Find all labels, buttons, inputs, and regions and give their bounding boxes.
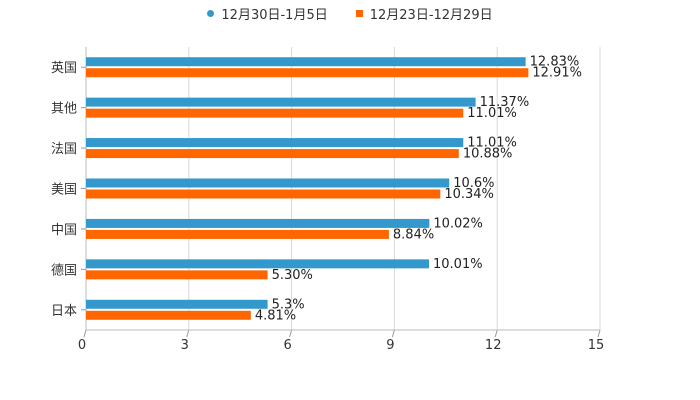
data-label-series1-1: 11.37% bbox=[480, 95, 530, 110]
data-label-series1-2: 11.01% bbox=[467, 136, 517, 151]
x-tick-label-3: 3 bbox=[181, 338, 189, 353]
bar-series1-1 bbox=[86, 97, 476, 107]
y-tick-label-5: 德国 bbox=[51, 263, 77, 278]
bar-series1-3 bbox=[86, 178, 450, 188]
legend-label-series-1: 12月30日-1月5日 bbox=[221, 7, 328, 23]
data-label-series2-1: 11.01% bbox=[467, 106, 517, 121]
data-label-series2-2: 10.88% bbox=[463, 147, 513, 162]
y-tick-label-4: 中国 bbox=[51, 223, 77, 238]
bar-series1-0 bbox=[86, 57, 526, 67]
bar-series2-1 bbox=[86, 108, 464, 118]
bar-series1-5 bbox=[86, 259, 430, 269]
x-tick-label-6: 6 bbox=[283, 338, 291, 353]
x-tick-mark-15 bbox=[597, 329, 601, 338]
data-label-series1-4: 10.02% bbox=[433, 216, 483, 231]
legend-item-series-1[interactable]: 12月30日-1月5日 bbox=[207, 4, 328, 23]
x-tick-mark-9 bbox=[391, 329, 395, 338]
bar-series2-6 bbox=[86, 310, 251, 320]
chart-legend: 12月30日-1月5日 12月23日-12月29日 bbox=[0, 4, 700, 23]
bar-series1-4 bbox=[86, 218, 430, 228]
data-label-series1-6: 5.3% bbox=[272, 297, 305, 312]
y-tick-label-0: 英国 bbox=[51, 61, 77, 76]
data-label-series1-3: 10.6% bbox=[453, 176, 494, 191]
y-tick-label-1: 其他 bbox=[51, 102, 77, 117]
bar-series2-5 bbox=[86, 270, 268, 280]
legend-item-series-2[interactable]: 12月23日-12月29日 bbox=[355, 4, 493, 23]
bar-series2-3 bbox=[86, 189, 441, 199]
bar-series2-4 bbox=[86, 229, 389, 239]
x-tick-mark-0 bbox=[83, 329, 87, 338]
x-tick-mark-6 bbox=[289, 329, 293, 338]
data-label-series1-0: 12.83% bbox=[530, 55, 580, 70]
legend-marker-series-2 bbox=[355, 9, 363, 17]
x-tick-label-12: 12 bbox=[485, 338, 502, 353]
x-tick-label-0: 0 bbox=[78, 338, 86, 353]
legend-marker-series-1 bbox=[207, 9, 215, 17]
x-tick-mark-3 bbox=[186, 329, 190, 338]
x-tick-label-9: 9 bbox=[386, 338, 394, 353]
data-label-series2-0: 12.91% bbox=[532, 66, 582, 81]
legend-label-series-2: 12月23日-12月29日 bbox=[369, 7, 493, 23]
bar-series2-0 bbox=[86, 68, 529, 78]
data-label-series2-3: 10.34% bbox=[444, 187, 494, 202]
x-tick-mark-12 bbox=[494, 329, 498, 338]
y-tick-label-3: 美国 bbox=[51, 183, 77, 198]
bar-series2-2 bbox=[86, 149, 459, 159]
data-label-series2-5: 5.30% bbox=[272, 268, 313, 283]
x-tick-label-15: 15 bbox=[588, 338, 605, 353]
data-label-series1-5: 10.01% bbox=[433, 257, 483, 272]
data-label-series2-6: 4.81% bbox=[255, 308, 296, 323]
bar-series1-2 bbox=[86, 138, 464, 148]
data-label-series2-4: 8.84% bbox=[393, 227, 434, 242]
y-tick-label-2: 法国 bbox=[51, 142, 77, 157]
bar-series1-6 bbox=[86, 299, 268, 309]
y-tick-label-6: 日本 bbox=[51, 304, 77, 319]
